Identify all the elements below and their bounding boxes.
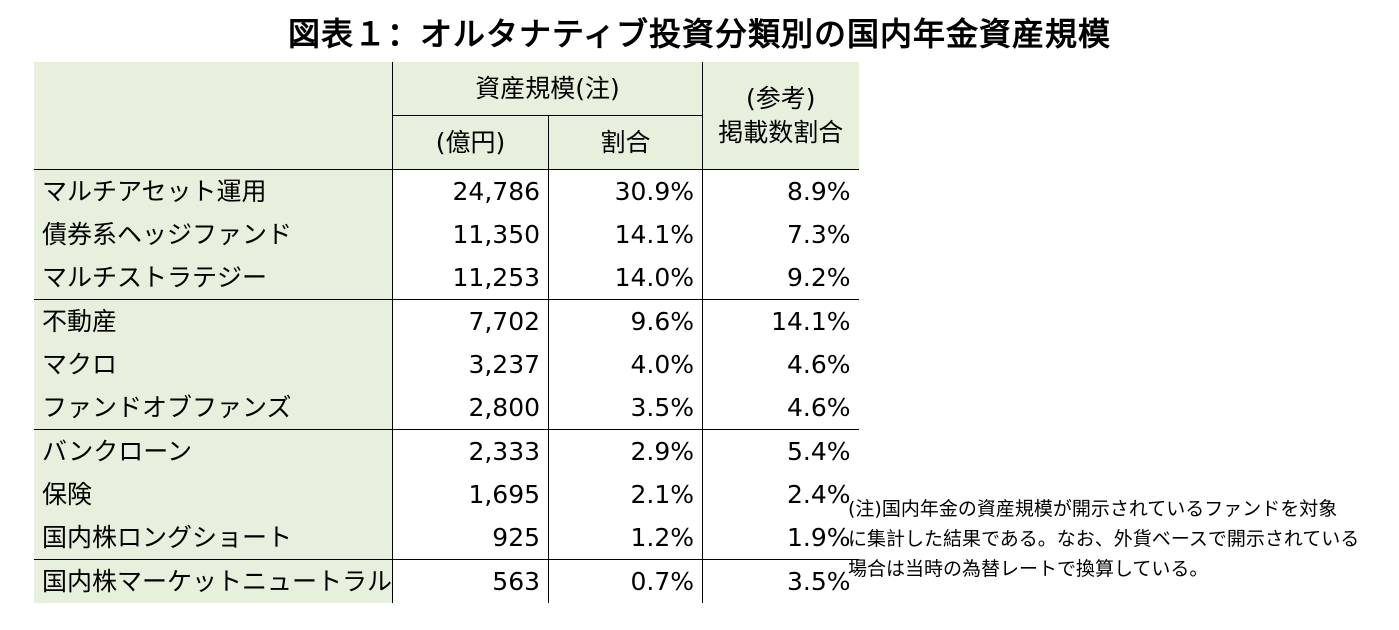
table-row: 不動産 7,702 9.6% 14.1%: [34, 299, 859, 343]
row-share: 9.6%: [548, 299, 703, 343]
header-share: 割合: [548, 115, 703, 170]
table-row: ファンドオブファンズ 2,800 3.5% 4.6%: [34, 386, 859, 430]
footnote: (注)国内年金の資産規模が開示されているファンドを対象 に集計した結果である。な…: [848, 494, 1388, 584]
row-reference: 5.4%: [702, 429, 859, 473]
table-row: マクロ 3,237 4.0% 4.6%: [34, 343, 859, 386]
row-share: 30.9%: [548, 169, 703, 213]
row-reference: 14.1%: [702, 299, 859, 343]
table-row: マルチアセット運用 24,786 30.9% 8.9%: [34, 169, 859, 213]
table-row: 債券系ヘッジファンド 11,350 14.1% 7.3%: [34, 213, 859, 256]
row-reference: 4.6%: [702, 386, 859, 430]
row-value: 7,702: [392, 299, 549, 343]
row-value: 2,333: [392, 429, 549, 473]
row-name: 保険: [34, 473, 393, 516]
row-share: 0.7%: [548, 559, 703, 603]
row-share: 14.1%: [548, 213, 703, 256]
table-row: バンクローン 2,333 2.9% 5.4%: [34, 429, 859, 473]
row-name: 国内株マーケットニュートラル: [34, 559, 393, 603]
row-name: 不動産: [34, 299, 393, 343]
row-share: 2.9%: [548, 429, 703, 473]
row-name: マルチアセット運用: [34, 169, 393, 213]
row-reference: 9.2%: [702, 256, 859, 300]
footnote-line: 場合は当時の為替レートで換算している。: [848, 558, 1209, 580]
header-reference-line2: 掲載数割合: [718, 117, 844, 147]
row-name: バンクローン: [34, 429, 393, 473]
row-share: 4.0%: [548, 343, 703, 386]
table-row: 国内株ロングショート 925 1.2% 1.9%: [34, 516, 859, 560]
row-name: 債券系ヘッジファンド: [34, 213, 393, 256]
header-blank-cell: [34, 62, 393, 170]
asset-size-table: 資産規模(注) (参考) 掲載数割合 (億円) 割合 マルチアセット運用 24,…: [34, 62, 859, 603]
row-share: 2.1%: [548, 473, 703, 516]
header-reference: (参考) 掲載数割合: [702, 62, 859, 170]
row-value: 3,237: [392, 343, 549, 386]
row-value: 11,253: [392, 256, 549, 300]
table-row: 保険 1,695 2.1% 2.4%: [34, 473, 859, 516]
row-reference: 8.9%: [702, 169, 859, 213]
figure-title: 図表１：オルタナティブ投資分類別の国内年金資産規模: [287, 15, 1112, 53]
table-row: 国内株マーケットニュートラル 563 0.7% 3.5%: [34, 559, 859, 603]
row-reference: 2.4%: [702, 473, 859, 516]
row-share: 1.2%: [548, 516, 703, 560]
row-name: ファンドオブファンズ: [34, 386, 393, 430]
row-name: マルチストラテジー: [34, 256, 393, 300]
header-asset-size: 資産規模(注): [392, 62, 703, 116]
table-row: マルチストラテジー 11,253 14.0% 9.2%: [34, 256, 859, 300]
row-value: 24,786: [392, 169, 549, 213]
row-share: 3.5%: [548, 386, 703, 430]
row-value: 1,695: [392, 473, 549, 516]
row-reference: 7.3%: [702, 213, 859, 256]
row-name: 国内株ロングショート: [34, 516, 393, 560]
row-share: 14.0%: [548, 256, 703, 300]
row-name: マクロ: [34, 343, 393, 386]
row-reference: 1.9%: [702, 516, 859, 560]
header-unit: (億円): [392, 115, 549, 170]
row-value: 563: [392, 559, 549, 603]
row-value: 925: [392, 516, 549, 560]
row-reference: 3.5%: [702, 559, 859, 603]
footnote-line: に集計した結果である。なお、外貨ベースで開示されている: [848, 528, 1360, 550]
footnote-line: (注)国内年金の資産規模が開示されているファンドを対象: [848, 498, 1338, 520]
header-reference-line1: (参考): [746, 83, 816, 113]
row-value: 2,800: [392, 386, 549, 430]
row-reference: 4.6%: [702, 343, 859, 386]
row-value: 11,350: [392, 213, 549, 256]
